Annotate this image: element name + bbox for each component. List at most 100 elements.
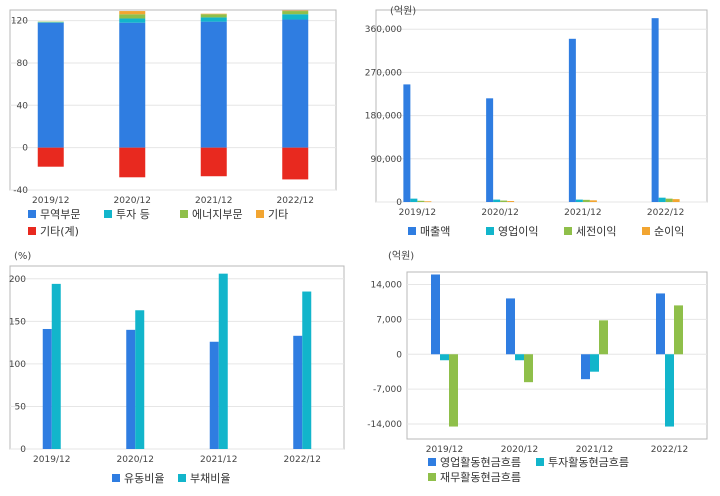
y-tick-label: 0 (396, 198, 402, 208)
bar[interactable] (507, 201, 515, 202)
bar[interactable] (651, 18, 659, 202)
bar[interactable] (403, 84, 411, 202)
bar[interactable] (42, 328, 52, 449)
bar[interactable] (599, 320, 608, 355)
bar[interactable] (658, 197, 666, 202)
legend-swatch (428, 458, 436, 466)
bar[interactable] (119, 18, 146, 23)
x-tick-label: 2020/12 (114, 196, 151, 206)
legend-label: 투자 등 (116, 208, 150, 221)
legend-swatch (564, 227, 572, 235)
bar[interactable] (424, 201, 432, 203)
bar[interactable] (218, 273, 228, 449)
legend-swatch (104, 210, 112, 218)
bar[interactable] (581, 354, 590, 380)
bar[interactable] (575, 199, 583, 202)
y-tick-label: 14,000 (371, 280, 403, 290)
bar[interactable] (500, 200, 508, 202)
y-tick-label: 0 (22, 144, 28, 154)
y-tick-label: 270,000 (365, 68, 402, 78)
legend-swatch (536, 458, 544, 466)
unit-label: (억원) (388, 250, 414, 262)
bar[interactable] (282, 14, 309, 20)
bar[interactable] (200, 147, 227, 177)
bar[interactable] (282, 19, 309, 148)
bar[interactable] (515, 354, 524, 361)
chart-3: 200 150 100 50 0 (%) 2019/12 2020/12 2021/12 2022… (9, 251, 345, 485)
plot-frame (9, 9, 337, 191)
x-tick-label: 2020/12 (117, 455, 154, 465)
y-tick-label: 7,000 (376, 315, 402, 325)
bar[interactable] (135, 310, 145, 449)
bar[interactable] (282, 10, 309, 12)
y-tick-label: 50 (15, 402, 27, 412)
y-tick-label: 200 (9, 275, 26, 285)
legend-label: 순이익 (654, 225, 684, 238)
bar[interactable] (51, 283, 61, 449)
legend-label: 영업이익 (498, 225, 538, 238)
y-tick-label: -7,000 (373, 385, 402, 395)
bar[interactable] (590, 354, 599, 372)
x-tick-label: 2020/12 (501, 445, 538, 455)
legend-label: 기타(계) (40, 225, 79, 238)
bar[interactable] (665, 354, 674, 427)
chart-1: 120 80 40 0 -40 2019/12 2020/12 2021/12 2022/12 무… (9, 9, 337, 238)
x-tick-label: 2022/12 (651, 445, 688, 455)
bar[interactable] (200, 14, 227, 18)
bar[interactable] (282, 11, 309, 15)
bar[interactable] (589, 200, 597, 202)
bar[interactable] (37, 147, 64, 167)
bar[interactable] (449, 354, 458, 427)
bar[interactable] (282, 147, 309, 180)
legend-label: 에너지부문 (192, 208, 243, 221)
bar[interactable] (119, 22, 146, 148)
x-tick-label: 2019/12 (426, 445, 463, 455)
chart-4: 14,000 7,000 0 -7,000 -14,000 (억원) 2019/12 2020… (367, 250, 708, 484)
x-tick-label: 2019/12 (33, 455, 70, 465)
bar[interactable] (37, 22, 64, 148)
bar[interactable] (209, 341, 219, 449)
y-tick-label: 0 (20, 445, 26, 455)
x-tick-label: 2021/12 (195, 196, 232, 206)
y-tick-label: 150 (9, 317, 26, 327)
bar[interactable] (506, 298, 515, 355)
bar[interactable] (37, 21, 64, 23)
bar[interactable] (493, 199, 501, 202)
legend: 매출액 영업이익 세전이익 순이익 (408, 225, 684, 238)
bar[interactable] (568, 38, 576, 202)
y-tick-label: 120 (11, 17, 28, 27)
bar[interactable] (126, 329, 136, 449)
bar[interactable] (410, 198, 418, 202)
bar[interactable] (119, 14, 146, 19)
legend-swatch (28, 227, 36, 235)
legend-swatch (180, 210, 188, 218)
bar[interactable] (37, 22, 64, 23)
x-tick-label: 2020/12 (481, 208, 518, 218)
legend-swatch (428, 473, 436, 481)
bar[interactable] (486, 98, 494, 202)
bar[interactable] (665, 198, 673, 202)
bar[interactable] (417, 200, 425, 202)
bar[interactable] (302, 291, 312, 449)
legend-label: 부채비율 (190, 472, 230, 485)
bar[interactable] (119, 147, 146, 178)
bar[interactable] (200, 13, 227, 15)
bar[interactable] (672, 199, 680, 202)
bar[interactable] (431, 274, 440, 355)
legend-swatch (642, 227, 650, 235)
bar[interactable] (200, 17, 227, 22)
unit-label: (%) (14, 251, 31, 262)
bar[interactable] (524, 354, 533, 383)
bar[interactable] (656, 293, 665, 355)
bar[interactable] (293, 335, 303, 449)
bar[interactable] (582, 199, 590, 202)
y-tick-label: 360,000 (365, 25, 402, 35)
bar[interactable] (674, 305, 683, 355)
legend-swatch (178, 474, 186, 482)
bar[interactable] (440, 354, 449, 361)
bar[interactable] (200, 21, 227, 148)
y-tick-label: 80 (17, 59, 29, 69)
bar[interactable] (119, 11, 146, 15)
